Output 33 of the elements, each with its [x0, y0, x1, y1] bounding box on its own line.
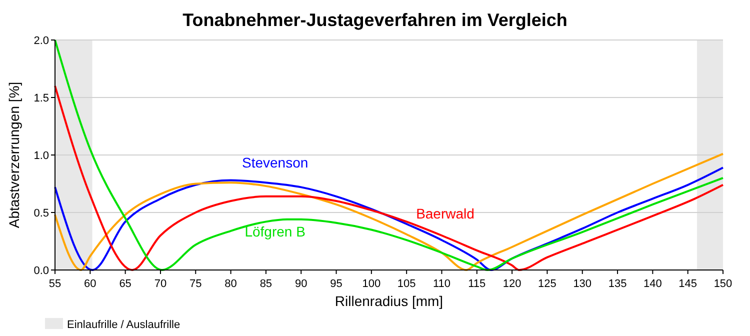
chart-title: Tonabnehmer-Justageverfahren im Vergleich	[182, 10, 568, 30]
x-tick-label: 140	[644, 278, 662, 290]
series-label: Baerwald	[416, 205, 474, 222]
x-tick-label: 65	[119, 278, 132, 290]
x-tick-label: 120	[502, 278, 522, 290]
y-tick-label: 0.0	[34, 265, 49, 277]
x-tick-label: 145	[678, 278, 698, 290]
x-tick-label: 85	[260, 278, 272, 290]
series-label: Stevenson	[242, 154, 308, 171]
y-tick-label: 1.0	[34, 150, 49, 162]
x-tick-label: 110	[432, 278, 451, 290]
x-axis-title: Rillenradius [mm]	[334, 293, 444, 309]
x-tick-label: 80	[224, 278, 237, 290]
x-tick-label: 70	[154, 278, 167, 290]
x-tick-label: 55	[48, 278, 62, 290]
x-tick-label: 135	[608, 278, 627, 290]
x-tick-label: 100	[362, 278, 381, 290]
x-tick-label: 115	[468, 278, 486, 290]
x-tick-label: 130	[573, 278, 592, 290]
x-tick-label: 125	[538, 278, 556, 290]
x-tick-label: 95	[330, 278, 342, 290]
y-axis-title: Abtastverzerrungen [%]	[6, 82, 22, 228]
x-tick-label: 60	[84, 278, 96, 290]
legend-label: Einlaufrille / Auslaufrille	[67, 319, 180, 331]
x-tick-label: 150	[714, 278, 732, 290]
y-tick-label: 1.5	[34, 92, 49, 104]
x-tick-label: 105	[397, 278, 416, 290]
series-label: Löfgren B	[244, 224, 306, 240]
x-tick-label: 75	[190, 278, 202, 290]
x-tick-label: 90	[294, 278, 308, 290]
y-tick-label: 0.5	[34, 208, 49, 220]
line-series	[54, 39, 724, 271]
y-tick-label: 2.0	[34, 35, 49, 47]
